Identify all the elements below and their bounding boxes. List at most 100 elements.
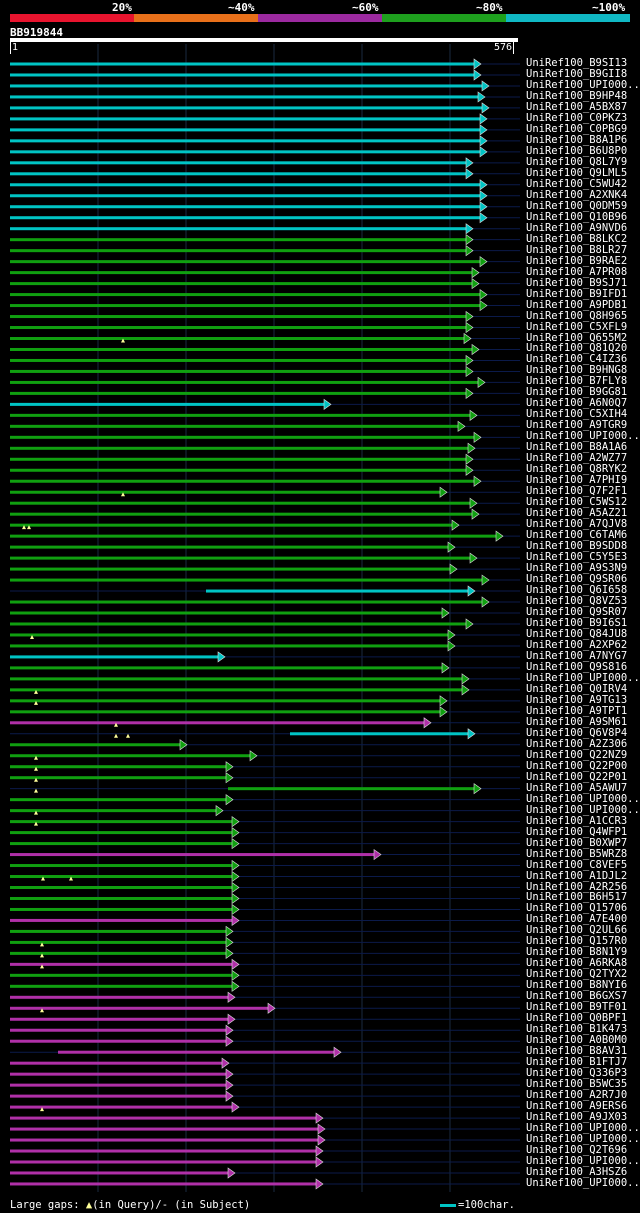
- hit-bar[interactable]: [10, 754, 251, 758]
- hit-label[interactable]: UniRef100_Q4WFP1: [526, 826, 628, 838]
- hit-label[interactable]: UniRef100_A7QJV8: [526, 519, 628, 531]
- hit-bar[interactable]: [10, 710, 441, 714]
- hit-label[interactable]: UniRef100_UPI000..: [526, 79, 638, 91]
- hit-bar[interactable]: [10, 1028, 227, 1032]
- hit-label[interactable]: UniRef100_Q9SR07: [526, 607, 628, 618]
- hit-label[interactable]: UniRef100_B9RAE2: [526, 255, 628, 267]
- hit-bar[interactable]: [10, 249, 467, 253]
- hit-bar[interactable]: [10, 940, 227, 944]
- hit-label[interactable]: UniRef100_Q2T696: [526, 1145, 628, 1157]
- hit-bar[interactable]: [10, 1127, 319, 1131]
- hit-bar[interactable]: [10, 1182, 317, 1186]
- hit-bar[interactable]: [10, 875, 233, 879]
- hit-bar[interactable]: [10, 556, 471, 560]
- hit-label[interactable]: UniRef100_B0XWP7: [526, 837, 628, 849]
- hit-label[interactable]: UniRef100_Q157R0: [526, 936, 628, 948]
- hit-label[interactable]: UniRef100_Q22P01: [526, 771, 628, 783]
- hit-label[interactable]: UniRef100_B5WRZ8: [526, 848, 628, 860]
- hit-label[interactable]: UniRef100_A7NYG7: [526, 650, 628, 662]
- hit-label[interactable]: UniRef100_C5XIH4: [526, 409, 628, 421]
- hit-bar[interactable]: [10, 622, 467, 626]
- hit-bar[interactable]: [10, 1072, 227, 1076]
- hit-label[interactable]: UniRef100_A7PHI9: [526, 475, 628, 487]
- hit-label[interactable]: UniRef100_Q336P3: [526, 1068, 628, 1080]
- hit-label[interactable]: UniRef100_Q7F2F1: [526, 486, 628, 498]
- hit-bar[interactable]: [10, 798, 227, 802]
- hit-label[interactable]: UniRef100_Q22NZ9: [526, 749, 628, 761]
- hit-bar[interactable]: [10, 501, 471, 505]
- hit-bar[interactable]: [58, 1050, 335, 1054]
- hit-label[interactable]: UniRef100_A5AWU7: [526, 782, 628, 794]
- hit-bar[interactable]: [10, 117, 481, 121]
- hit-bar[interactable]: [10, 984, 233, 988]
- hit-bar[interactable]: [10, 435, 475, 439]
- hit-label[interactable]: UniRef100_B9GII8: [526, 68, 628, 80]
- hit-bar[interactable]: [10, 161, 467, 165]
- hit-bar[interactable]: [10, 677, 463, 681]
- hit-label[interactable]: UniRef100_A5BX87: [526, 101, 628, 113]
- hit-label[interactable]: UniRef100_C5WS12: [526, 497, 628, 509]
- hit-bar[interactable]: [10, 918, 233, 922]
- hit-label[interactable]: UniRef100_A2R256: [526, 881, 628, 893]
- hit-label[interactable]: UniRef100_B9SDD8: [526, 541, 628, 553]
- hit-label[interactable]: UniRef100_C5WU42: [526, 178, 628, 190]
- hit-bar[interactable]: [10, 172, 467, 176]
- hit-label[interactable]: UniRef100_Q84JU8: [526, 628, 628, 640]
- hit-label[interactable]: UniRef100_A2Z306: [526, 738, 628, 750]
- hit-label[interactable]: UniRef100_B9TF01: [526, 1002, 628, 1014]
- hit-bar[interactable]: [10, 62, 475, 66]
- hit-label[interactable]: UniRef100_A2XNK4: [526, 189, 628, 201]
- hit-label[interactable]: UniRef100_A9TG13: [526, 694, 628, 706]
- hit-label[interactable]: UniRef100_Q2TYX2: [526, 969, 628, 981]
- hit-bar[interactable]: [10, 1017, 229, 1021]
- hit-bar[interactable]: [10, 1061, 223, 1065]
- hit-bar[interactable]: [10, 282, 473, 286]
- hit-label[interactable]: UniRef100_A2WZ77: [526, 453, 628, 465]
- hit-bar[interactable]: [10, 600, 483, 604]
- hit-label[interactable]: UniRef100_A5AZ21: [526, 508, 628, 520]
- hit-bar[interactable]: [10, 73, 475, 77]
- hit-bar[interactable]: [10, 545, 449, 549]
- hit-bar[interactable]: [10, 1083, 227, 1087]
- hit-bar[interactable]: [10, 183, 481, 187]
- hit-bar[interactable]: [10, 315, 467, 319]
- hit-bar[interactable]: [10, 457, 467, 461]
- hit-label[interactable]: UniRef100_A3HSZ6: [526, 1166, 628, 1178]
- hit-bar[interactable]: [10, 260, 481, 264]
- hit-label[interactable]: UniRef100_B9GG81: [526, 387, 628, 399]
- hit-bar[interactable]: [10, 809, 217, 813]
- hit-label[interactable]: UniRef100_Q6V8P4: [526, 727, 628, 739]
- hit-label[interactable]: UniRef100_A9PDB1: [526, 299, 628, 311]
- hit-bar[interactable]: [10, 1094, 227, 1098]
- hit-label[interactable]: UniRef100_A7E400: [526, 914, 628, 926]
- hit-label[interactable]: UniRef100_B8N1Y9: [526, 947, 628, 959]
- hit-label[interactable]: UniRef100_B8AV31: [526, 1046, 628, 1058]
- hit-label[interactable]: UniRef100_UPI000..: [526, 793, 638, 805]
- hit-label[interactable]: UniRef100_B8NYI6: [526, 980, 628, 992]
- hit-bar[interactable]: [10, 951, 227, 955]
- hit-label[interactable]: UniRef100_UPI000..: [526, 1134, 638, 1146]
- hit-bar[interactable]: [10, 1105, 233, 1109]
- hit-bar[interactable]: [10, 271, 473, 275]
- hit-bar[interactable]: [10, 721, 425, 725]
- hit-label[interactable]: UniRef100_Q81Q20: [526, 343, 628, 355]
- hit-label[interactable]: UniRef100_Q8L7Y9: [526, 156, 628, 168]
- hit-bar[interactable]: [10, 962, 233, 966]
- hit-bar[interactable]: [10, 633, 449, 637]
- hit-label[interactable]: UniRef100_Q10B96: [526, 211, 628, 223]
- hit-bar[interactable]: [10, 842, 233, 846]
- hit-label[interactable]: UniRef100_Q8VZ53: [526, 596, 628, 608]
- hit-label[interactable]: UniRef100_UPI000..: [526, 431, 638, 443]
- hit-label[interactable]: UniRef100_B8A1A6: [526, 442, 628, 454]
- hit-bar[interactable]: [10, 611, 443, 615]
- hit-label[interactable]: UniRef100_C6TAM6: [526, 530, 628, 542]
- hit-bar[interactable]: [10, 84, 483, 88]
- hit-bar[interactable]: [10, 655, 219, 659]
- hit-bar[interactable]: [10, 106, 483, 110]
- hit-bar[interactable]: [10, 995, 229, 999]
- hit-label[interactable]: UniRef100_B8A1P6: [526, 134, 628, 146]
- hit-label[interactable]: UniRef100_Q22P00: [526, 760, 628, 772]
- hit-bar[interactable]: [10, 227, 467, 231]
- hit-label[interactable]: UniRef100_UPI000..: [526, 1156, 638, 1167]
- hit-label[interactable]: UniRef100_B8LR27: [526, 244, 628, 256]
